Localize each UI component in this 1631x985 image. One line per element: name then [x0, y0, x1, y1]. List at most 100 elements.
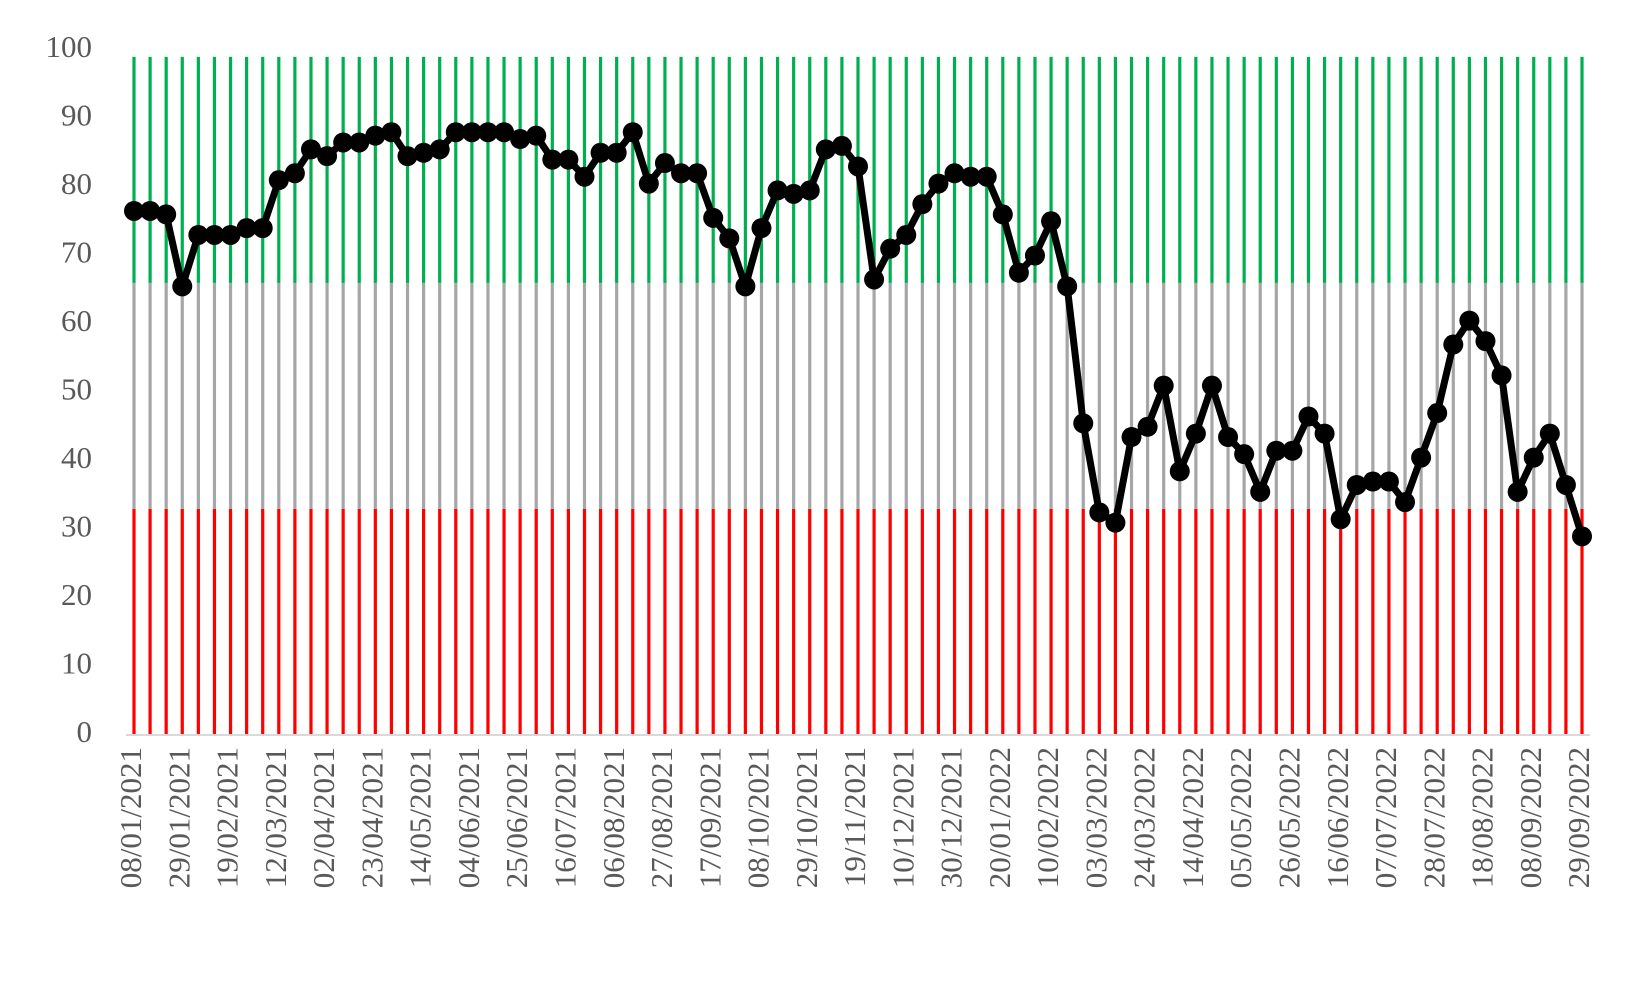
- band-stripe: [164, 508, 168, 735]
- band-stripe: [502, 56, 506, 283]
- band-stripe: [196, 56, 200, 283]
- band-stripe: [454, 56, 458, 283]
- band-stripe: [1242, 508, 1246, 735]
- band-stripe: [1548, 282, 1552, 509]
- band-stripe: [245, 282, 249, 509]
- band-stripe: [631, 508, 635, 735]
- band-stripe: [792, 508, 796, 735]
- x-tick-label: 07/07/2022: [1368, 747, 1403, 888]
- band-stripe: [422, 508, 426, 735]
- band-stripe: [952, 508, 957, 735]
- band-stripe: [1129, 508, 1134, 735]
- x-tick-label: 04/06/2021: [451, 747, 486, 888]
- band-stripe: [518, 282, 522, 509]
- band-stripe: [1146, 56, 1150, 283]
- band-stripe: [1435, 282, 1439, 509]
- band-stripe: [1049, 56, 1053, 283]
- band-stripe: [1387, 56, 1391, 283]
- band-stripe: [615, 56, 619, 283]
- band-stripe: [534, 56, 538, 283]
- band-stripe: [1322, 508, 1327, 735]
- data-point: [703, 207, 724, 228]
- band-stripe: [309, 282, 313, 509]
- data-point: [719, 228, 740, 249]
- band-stripe: [1258, 508, 1262, 735]
- band-stripe: [1306, 508, 1311, 735]
- band-stripe: [454, 282, 458, 509]
- data-point: [1459, 310, 1480, 331]
- band-stripe: [389, 282, 394, 509]
- band-stripe: [936, 56, 941, 283]
- band-stripe: [245, 56, 249, 283]
- data-point: [510, 129, 531, 150]
- band-stripe: [1371, 508, 1375, 735]
- band-stripe: [1403, 282, 1407, 509]
- band-stripe: [405, 508, 410, 735]
- band-stripe: [1242, 56, 1246, 283]
- band-stripe: [566, 56, 570, 283]
- band-stripe: [422, 282, 426, 509]
- band-stripe: [1017, 282, 1021, 509]
- data-point: [1443, 334, 1464, 355]
- band-stripe: [1065, 282, 1069, 509]
- band-stripe: [373, 282, 377, 509]
- x-tick-label: 14/05/2021: [403, 747, 438, 888]
- band-stripe: [405, 56, 410, 283]
- band-stripe: [631, 56, 635, 283]
- band-stripe: [1226, 282, 1230, 509]
- band-stripe: [1017, 56, 1021, 283]
- band-stripe: [1483, 282, 1488, 509]
- x-tick-label: 30/12/2021: [934, 747, 969, 888]
- band-stripe: [1306, 56, 1311, 283]
- band-stripe: [824, 56, 828, 283]
- band-stripe: [1499, 56, 1504, 283]
- y-tick-label: 100: [46, 29, 93, 64]
- band-stripe: [631, 282, 635, 509]
- band-stripe: [1226, 508, 1230, 735]
- data-point: [1475, 331, 1496, 352]
- data-point: [896, 224, 917, 245]
- data-point: [751, 218, 772, 239]
- band-stripe: [245, 508, 249, 735]
- band-stripe: [1033, 56, 1037, 283]
- band-stripe: [1081, 56, 1085, 283]
- band-stripe: [936, 508, 941, 735]
- band-stripe: [647, 508, 651, 735]
- band-stripe: [679, 508, 683, 735]
- band-stripe: [840, 56, 844, 283]
- band-stripe: [1178, 508, 1182, 735]
- band-stripe: [1162, 508, 1166, 735]
- band-stripe: [1097, 56, 1101, 283]
- band-stripe: [647, 56, 651, 283]
- band-stripe: [711, 282, 715, 509]
- x-tick-label: 02/04/2021: [306, 747, 341, 888]
- band-stripe: [792, 56, 796, 283]
- y-tick-label: 70: [61, 235, 92, 270]
- band-stripe: [1113, 56, 1118, 283]
- band-stripe: [904, 56, 908, 283]
- band-stripe: [1564, 508, 1568, 735]
- band-stripe: [309, 508, 313, 735]
- data-point: [912, 194, 933, 215]
- band-stripe: [132, 508, 136, 735]
- data-point: [831, 135, 852, 156]
- band-stripe: [727, 508, 731, 735]
- band-stripe: [1435, 508, 1439, 735]
- band-stripe: [1419, 56, 1423, 283]
- data-point: [976, 166, 997, 187]
- band-stripe: [1001, 56, 1005, 283]
- band-stripe: [1580, 282, 1584, 509]
- band-stripe: [454, 508, 458, 735]
- y-tick-label: 50: [61, 372, 92, 407]
- band-stripe: [1258, 56, 1262, 283]
- data-point: [735, 276, 756, 297]
- band-stripe: [1129, 282, 1134, 509]
- band-stripe: [888, 282, 892, 509]
- band-stripe: [438, 56, 442, 283]
- x-tick-label: 25/06/2021: [499, 747, 534, 888]
- data-point: [1427, 403, 1448, 424]
- data-point: [767, 180, 788, 201]
- data-point: [928, 173, 949, 194]
- band-stripe: [261, 282, 265, 509]
- band-stripe: [1339, 508, 1343, 735]
